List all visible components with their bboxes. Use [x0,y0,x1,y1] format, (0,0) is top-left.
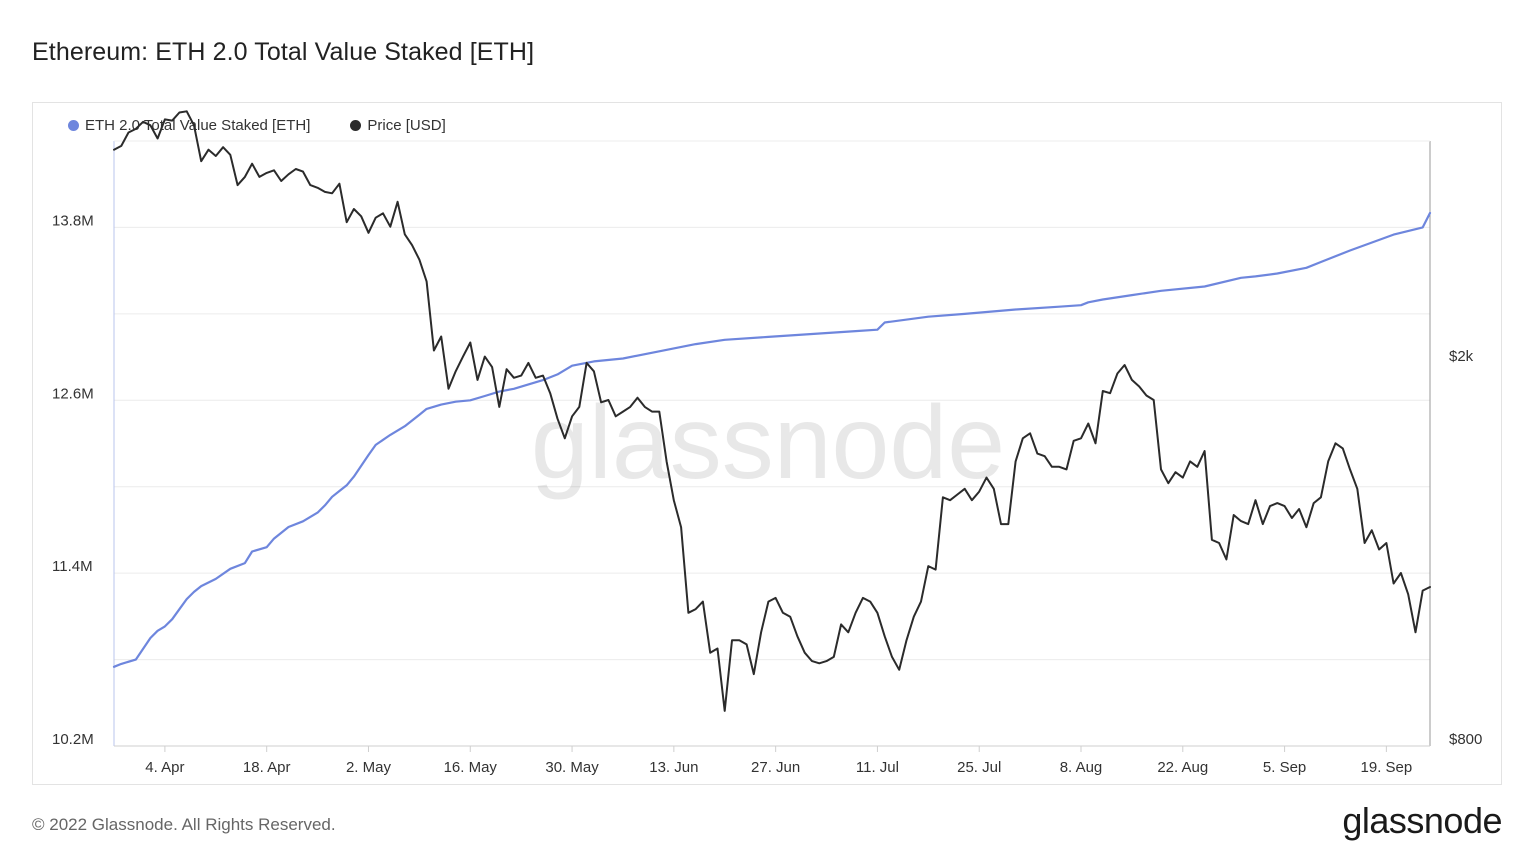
glassnode-logo[interactable]: glassnode [1342,800,1502,841]
axes [113,140,1431,747]
legend-item-staked[interactable]: ETH 2.0 Total Value Staked [ETH] [68,117,310,134]
right-tick-label: $800 [1449,731,1482,748]
x-tick-label: 2. May [346,759,392,776]
x-tick-label: 25. Jul [957,759,1001,776]
x-tick-label: 27. Jun [751,759,800,776]
legend-dot-staked [68,120,79,131]
legend-item-price[interactable]: Price [USD] [350,117,446,134]
left-tick-label: 12.6M [52,385,94,402]
x-tick-label: 8. Aug [1060,759,1103,776]
copyright-text: © 2022 Glassnode. All Rights Reserved. [32,815,336,834]
x-tick-label: 13. Jun [649,759,698,776]
price-usd-line[interactable] [113,110,1431,712]
left-tick-label: 13.8M [52,212,94,229]
x-tick-label: 19. Sep [1361,759,1413,776]
chart-title: Ethereum: ETH 2.0 Total Value Staked [ET… [32,38,535,66]
grid-lines [114,140,1430,661]
staked-eth-line[interactable] [112,211,1432,668]
x-tick-label: 22. Aug [1157,759,1208,776]
x-tick-label: 18. Apr [243,759,291,776]
tick-labels: 4. Apr 18. Apr 2. May 16. May 30. May 13. Jun… [52,212,1482,776]
left-tick-label: 11.4M [52,558,93,575]
chart-legend: ETH 2.0 Total Value Staked [ETH] Price [… [68,117,486,134]
x-tick-label: 30. May [545,759,599,776]
legend-label-price: Price [USD] [367,117,446,134]
legend-dot-price [350,120,362,131]
x-tick-label: 4. Apr [145,759,184,776]
left-tick-label: 10.2M [52,731,94,748]
x-tick-label: 11. Jul [856,759,899,776]
x-tick-label: 5. Sep [1263,759,1306,776]
series-lines [112,110,1432,712]
right-tick-label: $2k [1449,348,1474,365]
x-tick-label: 16. May [444,759,498,776]
chart-frame [32,102,1502,785]
legend-label-staked: ETH 2.0 Total Value Staked [ETH] [85,117,311,134]
